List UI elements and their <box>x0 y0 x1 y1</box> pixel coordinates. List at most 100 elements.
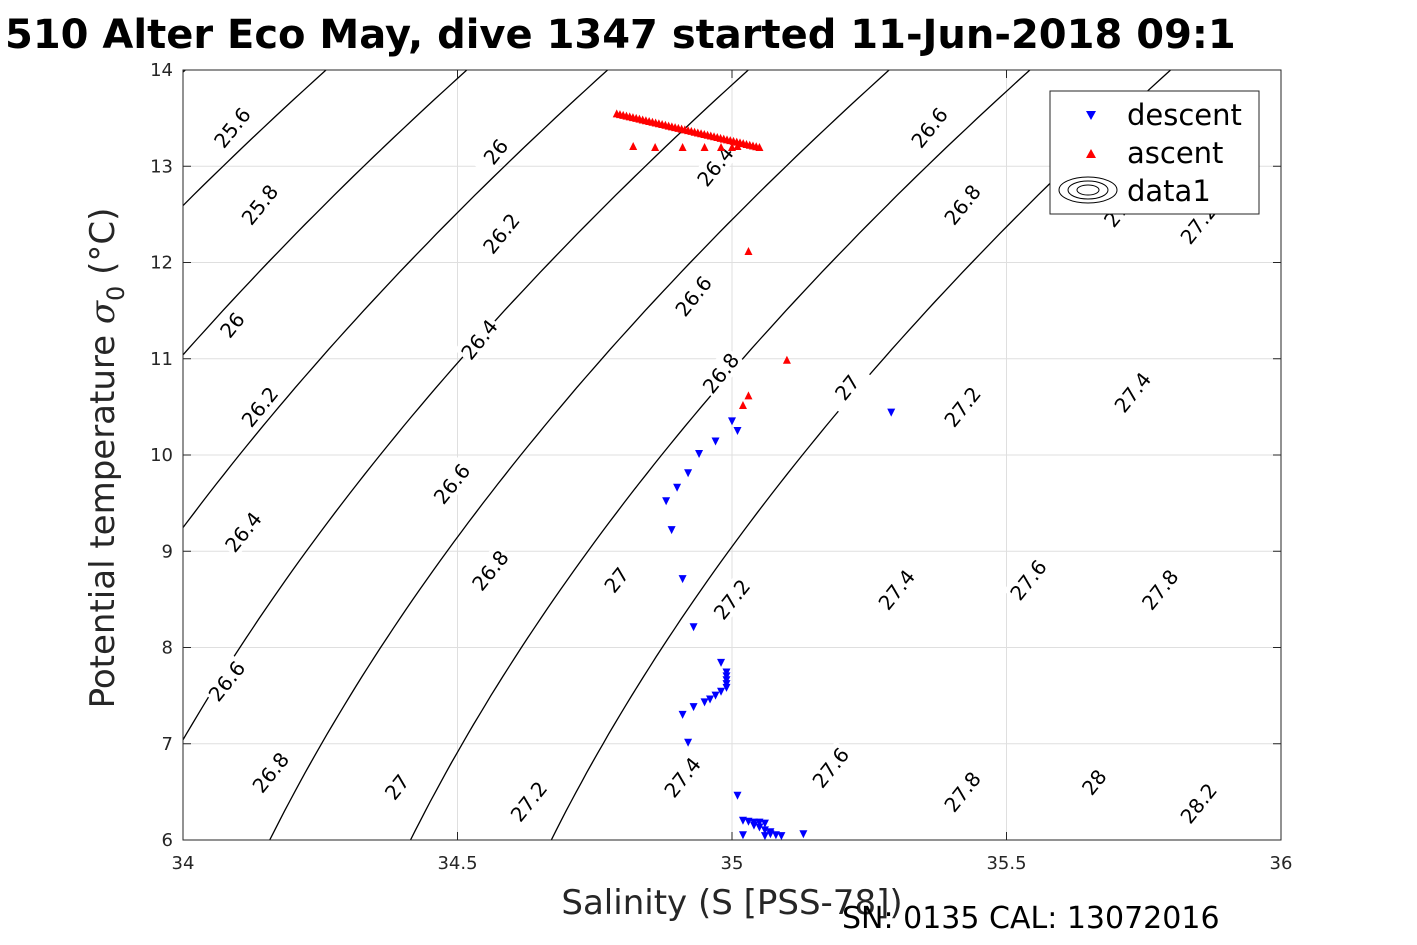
contour-label-background <box>245 745 295 799</box>
descent-point <box>771 831 780 840</box>
y-axis-label-prefix: Potential temperature <box>83 324 123 708</box>
x-tick-label: 34.5 <box>437 853 477 874</box>
descent-point <box>887 408 896 417</box>
contour-label-background <box>937 380 987 433</box>
descent-point <box>695 450 704 459</box>
ascent-point <box>651 143 660 151</box>
legend: descent ascent data1 <box>1049 90 1260 215</box>
descent-point <box>717 687 726 696</box>
legend-contour-icon <box>1058 176 1118 204</box>
contour-label-background <box>706 572 756 625</box>
y-tick-label: 14 <box>150 60 173 81</box>
contour-label-background <box>207 100 257 154</box>
contour-label-background <box>695 346 745 399</box>
ascent-point <box>717 143 726 151</box>
y-axis-label-suffix: (°C) <box>83 208 123 286</box>
isopycnal-line <box>183 70 609 529</box>
descent-point <box>760 819 769 828</box>
descent-point <box>733 426 742 435</box>
contour-label-background <box>690 139 740 192</box>
isopycnal-line <box>183 70 468 356</box>
contour-label-background <box>234 380 284 433</box>
ascent-point <box>733 142 742 151</box>
x-tick-label: 35.5 <box>986 853 1026 874</box>
descent-point <box>717 658 726 667</box>
descent-point <box>738 831 747 840</box>
legend-box <box>1049 90 1260 215</box>
y-axis-label-sigma: σ <box>83 300 123 324</box>
contour-label-background <box>465 543 515 597</box>
descent-point <box>689 623 698 632</box>
descent-point <box>711 437 720 446</box>
descent-point <box>722 683 731 692</box>
contour-label-background <box>937 765 987 818</box>
contour-label-background <box>1107 365 1157 418</box>
descent-point <box>662 497 671 506</box>
contour-label-background <box>668 269 718 322</box>
contour-label-background <box>1069 755 1118 808</box>
x-tick-label: 34 <box>172 853 195 874</box>
isopycnal-line <box>268 70 891 840</box>
y-axis-label: Potential temperature σ0 (°C) <box>83 208 130 709</box>
ascent-point <box>744 391 753 400</box>
isopycnal-line <box>183 70 750 742</box>
contour-label-background <box>1173 776 1223 829</box>
descent-point <box>678 575 687 584</box>
y-tick-label: 10 <box>150 445 173 466</box>
contour-label-background <box>470 124 520 178</box>
descent-point <box>755 823 764 832</box>
legend-data1-label: data1 <box>1127 174 1211 208</box>
ascent-point <box>629 142 638 151</box>
descent-point <box>678 710 687 719</box>
legend-descent-label: descent <box>1127 98 1242 132</box>
descent-point <box>738 816 747 825</box>
ascent-point <box>728 143 736 151</box>
contour-label-background <box>805 740 855 794</box>
axis-ticks: 34 34.5 35 35.5 36 6 7 8 9 10 11 12 13 14 <box>150 60 1292 874</box>
contour-label-background <box>591 553 641 606</box>
contour-label-background <box>476 206 526 260</box>
ascent-point <box>782 355 791 364</box>
descent-point <box>760 832 769 841</box>
descent-point <box>689 703 698 712</box>
legend-ascent-marker <box>1086 149 1096 158</box>
ascent-point <box>678 143 687 151</box>
contour-label-background <box>503 774 553 828</box>
descent-point <box>755 818 764 827</box>
ascent-point <box>744 246 753 255</box>
contour-label-background <box>426 457 476 510</box>
contour-label-background <box>1003 553 1053 606</box>
isopycnal-line <box>409 70 1031 840</box>
y-tick-label: 8 <box>162 638 173 659</box>
legend-descent-marker <box>1086 111 1096 120</box>
descent-point <box>777 832 786 841</box>
y-tick-label: 11 <box>150 349 173 370</box>
contour-label-background <box>937 177 987 231</box>
descent-point <box>733 791 742 800</box>
ascent-point <box>755 143 764 151</box>
contour-label-background <box>657 750 707 803</box>
contour-label-background <box>904 100 954 154</box>
descent-point <box>684 738 693 747</box>
contour-label-background <box>371 760 421 813</box>
descent-point <box>684 469 693 478</box>
ascent-point <box>738 400 747 409</box>
y-tick-label: 13 <box>150 156 173 177</box>
x-axis-label: Salinity (S [PSS-78]) <box>561 883 902 923</box>
chart-title: 510 Alter Eco May, dive 1347 started 11-… <box>5 12 1236 58</box>
ascent-point <box>700 143 709 151</box>
contour-label-background <box>454 312 504 366</box>
y-tick-label: 9 <box>162 541 173 562</box>
descent-point <box>744 817 753 826</box>
contour-label-background <box>207 298 257 351</box>
contour-label-background <box>201 654 251 707</box>
descent-point <box>700 698 709 707</box>
descent-point <box>799 830 808 839</box>
serial-calibration-note: SN: 0135 CAL: 13072016 <box>842 901 1220 936</box>
y-tick-label: 6 <box>162 830 173 851</box>
y-axis-label-subscript: 0 <box>102 286 130 301</box>
y-tick-label: 12 <box>150 253 173 274</box>
descent-point <box>673 483 682 492</box>
contour-label-background <box>871 562 921 616</box>
